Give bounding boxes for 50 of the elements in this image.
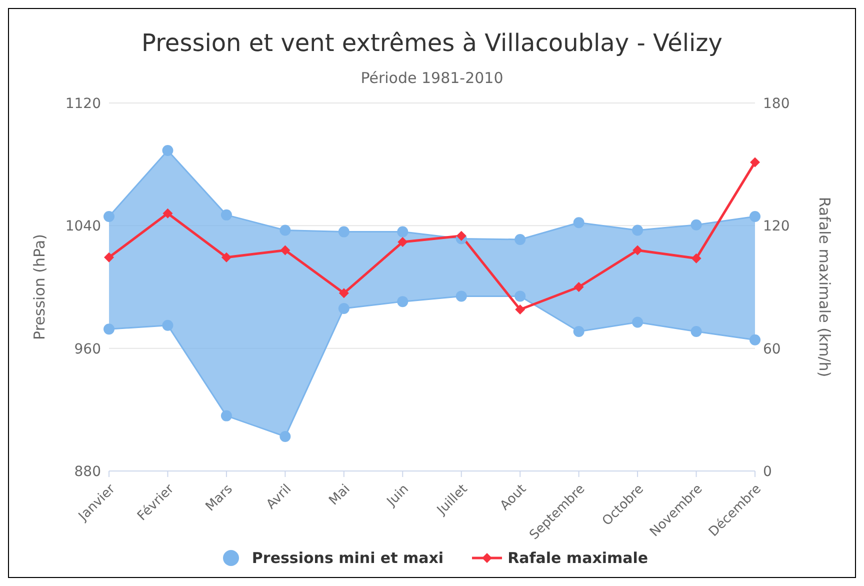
point [632,245,643,256]
y-axis-title: Pression (hPa) [30,234,48,340]
x-tick-label: Mai [326,482,354,508]
point [514,290,526,302]
legend-label: Rafale maximale [508,549,648,567]
point [162,145,174,156]
point [104,252,114,262]
point [398,237,408,248]
point [750,157,760,168]
point [515,304,526,314]
y-tick-label: 1120 [65,96,101,112]
point [456,290,467,302]
chart-subtitle: Période 1981-2010 [360,69,504,87]
point [221,252,232,262]
point [104,324,114,335]
y2-tick-label: 0 [763,464,772,480]
point [514,234,526,245]
legend-label: Pressions mini et maxi [252,549,444,567]
point [750,210,760,222]
point [104,210,114,222]
chart-title: Pression et vent extrêmes à Villacoublay - Vélizy [140,29,724,57]
point [162,208,173,218]
y2-axis-title: Rafale maximale (km/h) [816,196,834,378]
point [338,226,350,238]
point [280,224,291,236]
point [573,217,584,228]
point [690,326,702,337]
y2-tick-label: 180 [763,96,790,112]
point [632,316,644,328]
point [162,320,174,331]
point [690,219,702,230]
point [220,209,232,220]
y-tick-label: 1040 [65,218,101,235]
point [338,288,349,298]
point [632,224,644,236]
point [691,253,702,264]
point [397,296,408,308]
point [573,326,584,337]
point [397,226,408,238]
point [456,230,466,241]
y2-tick-label: 120 [763,218,790,235]
point [280,245,290,256]
y2-tick-label: 60 [763,341,781,358]
point [280,431,291,442]
y-tick-label: 960 [74,341,101,358]
y-tick-label: 880 [74,464,101,480]
point [750,334,760,346]
point [338,302,350,314]
point [574,282,584,292]
point [220,410,232,422]
